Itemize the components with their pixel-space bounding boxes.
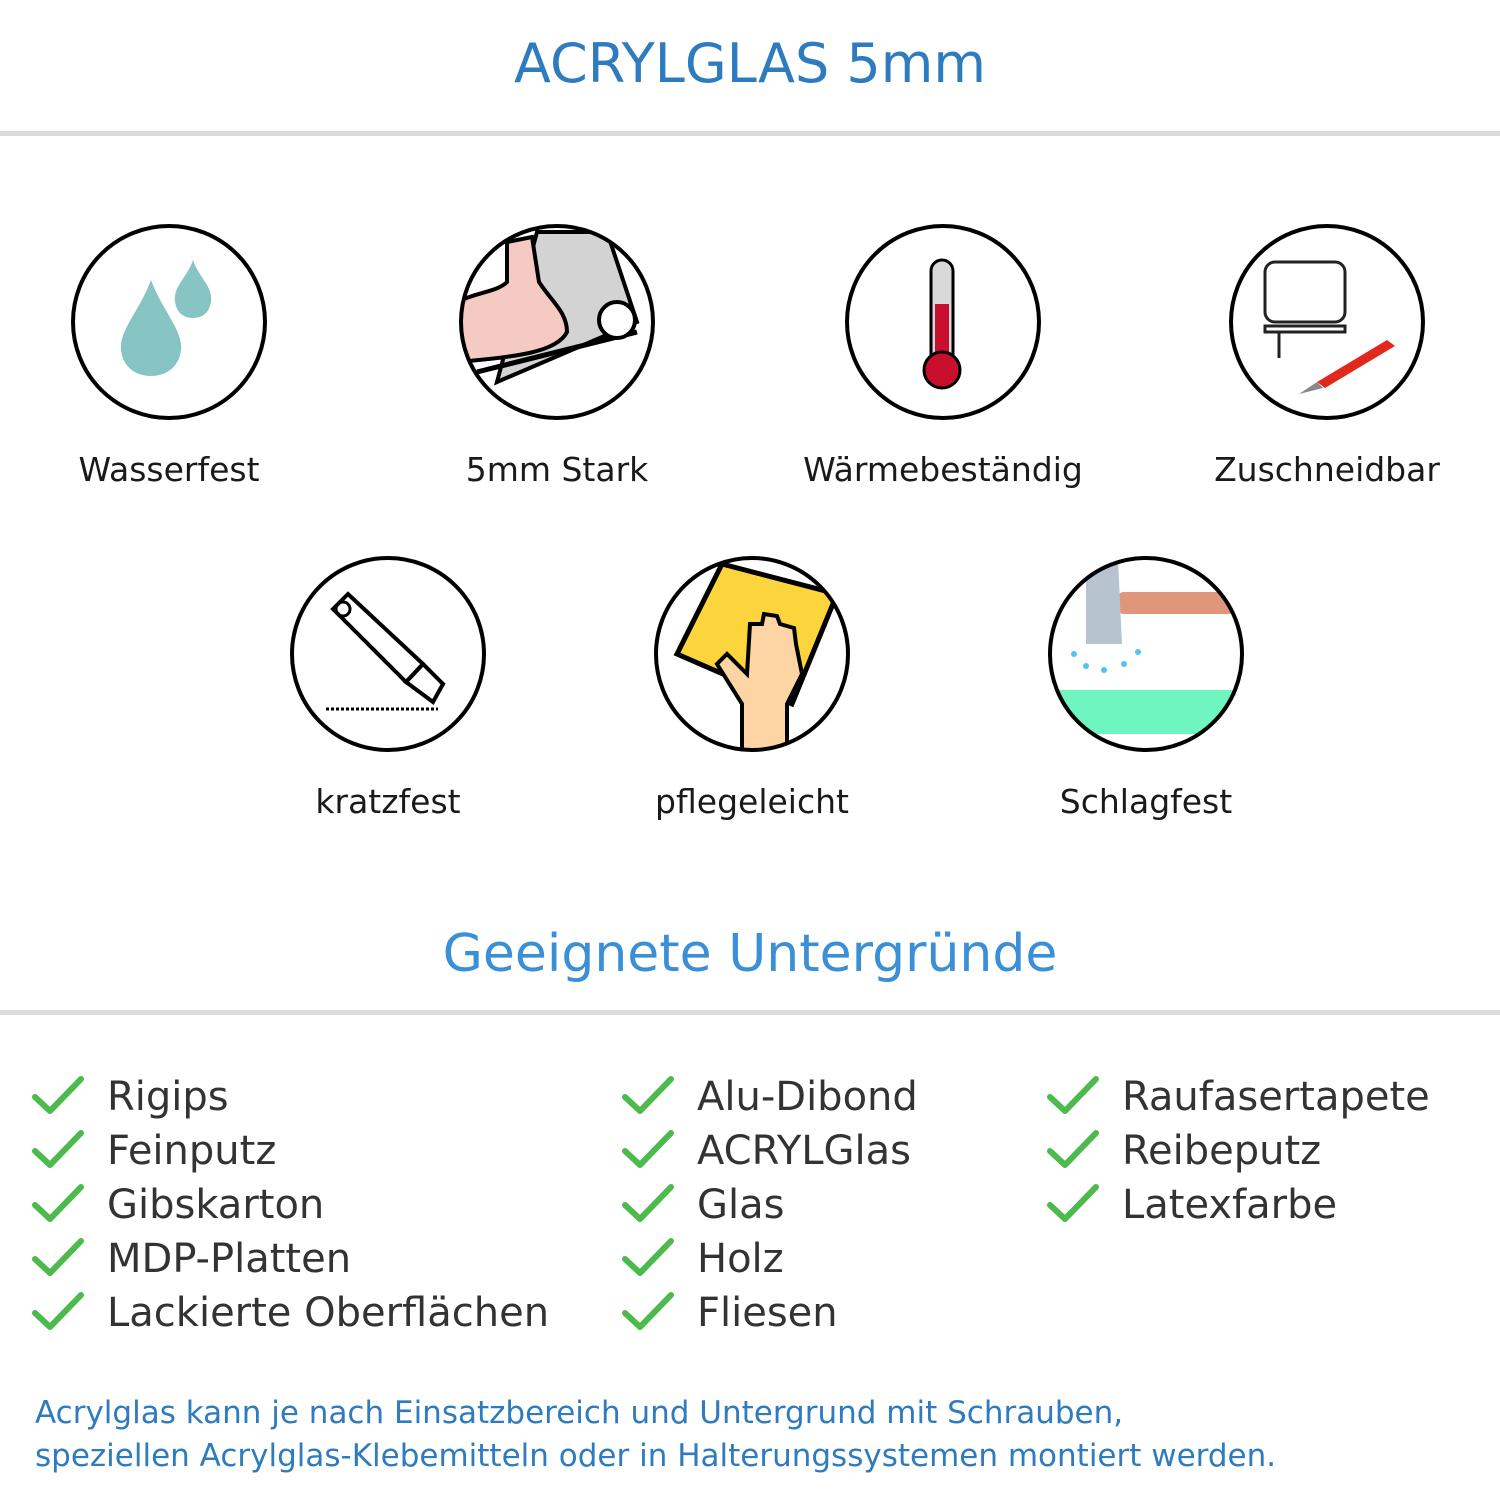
feature-zuschneidbar: Zuschneidbar [1177, 222, 1477, 489]
check-icon [622, 1075, 697, 1119]
surface-list-column: Alu-Dibond ACRYLGlas Glas Holz Fliesen [622, 1070, 918, 1340]
surface-label: Raufasertapete [1122, 1074, 1430, 1120]
water-drops-icon [71, 224, 267, 420]
box-cutter-icon [290, 556, 486, 752]
check-icon [32, 1183, 107, 1227]
feature-label: Wasserfest [78, 450, 260, 489]
feature-pflegeleicht: pflegeleicht [602, 554, 902, 821]
surface-item: Alu-Dibond [622, 1070, 918, 1124]
mounting-note-line: speziellen Acrylglas-Klebemitteln oder i… [35, 1438, 1277, 1474]
surface-item: Raufasertapete [1047, 1070, 1430, 1124]
divider [0, 1010, 1500, 1015]
check-icon [32, 1291, 107, 1335]
feature-5mm-stark: 5mm Stark [407, 222, 707, 489]
feature-label: kratzfest [315, 782, 461, 821]
feature-schlagfest: Schlagfest [996, 554, 1296, 821]
check-icon [1047, 1129, 1122, 1173]
surface-label: Alu-Dibond [697, 1074, 918, 1120]
surface-label: MDP-Platten [107, 1236, 352, 1282]
check-icon [622, 1183, 697, 1227]
thermometer-icon [845, 224, 1041, 420]
surface-label: Latexfarbe [1122, 1182, 1338, 1228]
section-title: Geeignete Untergründe [442, 924, 1058, 984]
feature-kratzfest: kratzfest [238, 554, 538, 821]
hammer-icon [1048, 556, 1244, 752]
surface-item: MDP-Platten [32, 1232, 549, 1286]
mounting-note: Acrylglas kann je nach Einsatzbereich un… [35, 1392, 1276, 1478]
feature-label: Wärmebeständig [803, 450, 1083, 489]
divider [0, 131, 1500, 136]
surface-item: Lackierte Oberflächen [32, 1286, 549, 1340]
jigsaw-cutter-icon [1229, 224, 1425, 420]
surface-label: Gibskarton [107, 1182, 325, 1228]
check-icon [32, 1129, 107, 1173]
feature-label: Schlagfest [1059, 782, 1233, 821]
surface-item: Holz [622, 1232, 918, 1286]
check-icon [622, 1291, 697, 1335]
surface-item: Gibskarton [32, 1178, 549, 1232]
surface-label: ACRYLGlas [697, 1128, 912, 1174]
check-icon [622, 1237, 697, 1281]
surface-label: Feinputz [107, 1128, 277, 1174]
surface-item: Rigips [32, 1070, 549, 1124]
surface-label: Glas [697, 1182, 785, 1228]
surface-list-column: Rigips Feinputz Gibskarton MDP-Platten Lacki… [32, 1070, 549, 1340]
surface-item: ACRYLGlas [622, 1124, 918, 1178]
check-icon [622, 1129, 697, 1173]
feature-waermebestaendig: Wärmebeständig [793, 222, 1093, 489]
check-icon [1047, 1183, 1122, 1227]
surface-label: Rigips [107, 1074, 229, 1120]
mounting-note-line: Acrylglas kann je nach Einsatzbereich un… [35, 1395, 1124, 1431]
strong-arm-icon [459, 224, 655, 420]
surface-item: Glas [622, 1178, 918, 1232]
page-title: ACRYLGLAS 5mm [514, 32, 986, 95]
feature-wasserfest: Wasserfest [19, 222, 319, 489]
feature-label: Zuschneidbar [1214, 450, 1440, 489]
surface-item: Reibeputz [1047, 1124, 1430, 1178]
surface-item: Latexfarbe [1047, 1178, 1430, 1232]
surface-list-column: Raufasertapete Reibeputz Latexfarbe [1047, 1070, 1430, 1232]
surface-label: Lackierte Oberflächen [107, 1290, 550, 1336]
surface-item: Fliesen [622, 1286, 918, 1340]
surface-label: Reibeputz [1122, 1128, 1322, 1174]
surface-label: Fliesen [697, 1290, 838, 1336]
feature-label: 5mm Stark [465, 450, 649, 489]
check-icon [32, 1237, 107, 1281]
surface-label: Holz [697, 1236, 784, 1282]
check-icon [32, 1075, 107, 1119]
check-icon [1047, 1075, 1122, 1119]
surface-item: Feinputz [32, 1124, 549, 1178]
cleaning-sponge-icon [654, 556, 850, 752]
feature-label: pflegeleicht [655, 782, 849, 821]
